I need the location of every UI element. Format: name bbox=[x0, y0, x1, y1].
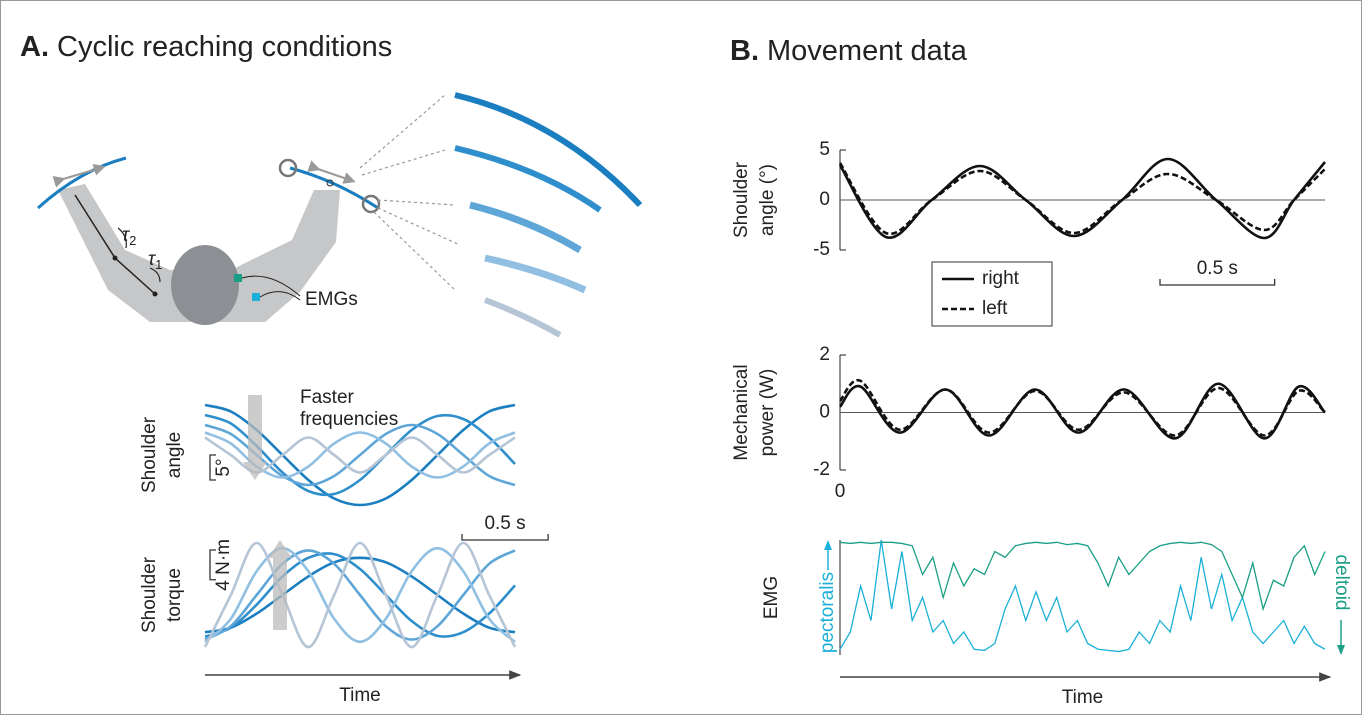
arrow-head bbox=[1337, 645, 1345, 655]
x-axis-label: Time bbox=[1062, 687, 1104, 708]
series-label: deltoid bbox=[1331, 555, 1352, 611]
x-tick-label: 0 bbox=[835, 481, 846, 502]
body-diagram: τ2 τ1 EMGs bbox=[36, 92, 643, 338]
frequency-arrow bbox=[268, 540, 292, 630]
scale-bar-label: 0.5 s bbox=[484, 513, 525, 534]
series-line bbox=[838, 378, 1326, 437]
series-line bbox=[204, 552, 516, 638]
sensor-label: EMGs bbox=[305, 289, 358, 310]
scale-bar-label: 5° bbox=[213, 458, 234, 476]
series-line bbox=[204, 546, 516, 644]
y-tick-label: -5 bbox=[813, 239, 830, 260]
y-axis-label: torque bbox=[164, 568, 185, 622]
y-tick-label: 2 bbox=[819, 344, 830, 365]
y-axis-label: power (W) bbox=[757, 369, 778, 457]
annotation: frequencies bbox=[300, 409, 398, 430]
tau-subscript: 2 bbox=[129, 233, 136, 248]
series-label: pectoralis bbox=[817, 572, 838, 653]
scale-bar bbox=[461, 534, 549, 541]
series-line bbox=[838, 162, 1326, 236]
y-axis-label: angle (°) bbox=[757, 164, 778, 236]
panel-name: Cyclic reaching conditions bbox=[57, 31, 392, 63]
scale-bar bbox=[1159, 279, 1276, 286]
tau-subscript: 1 bbox=[155, 257, 162, 272]
legend-box bbox=[931, 261, 1053, 327]
y-axis-label: Shoulder bbox=[139, 556, 160, 633]
y-axis-label: Shoulder bbox=[139, 416, 160, 493]
scale-bar bbox=[209, 549, 216, 581]
arrow-head bbox=[824, 540, 832, 550]
scale-bar bbox=[209, 454, 216, 481]
y-axis-label: angle bbox=[164, 432, 185, 479]
panel-title: A. Cyclic reaching conditions bbox=[20, 31, 392, 63]
series-line bbox=[839, 541, 1326, 612]
tau: τ bbox=[122, 225, 131, 246]
y-axis-label: EMG bbox=[761, 576, 782, 619]
panel-name: Movement data bbox=[767, 35, 968, 67]
x-axis-label: Time bbox=[339, 685, 381, 706]
series-line bbox=[203, 541, 517, 649]
legend-label: left bbox=[982, 298, 1008, 319]
tau: τ bbox=[148, 249, 157, 270]
frequency-arrow bbox=[243, 395, 267, 480]
y-axis-label: Mechanical bbox=[731, 364, 752, 460]
panel-label: B. bbox=[730, 35, 759, 67]
panel-label: A. bbox=[20, 31, 49, 63]
y-tick-label: 0 bbox=[819, 402, 830, 423]
torque-label: τ1 bbox=[148, 249, 162, 272]
torque-label: τ2 bbox=[122, 225, 136, 248]
y-tick-label: 5 bbox=[819, 139, 830, 160]
y-tick-label: -2 bbox=[813, 459, 830, 480]
series-line bbox=[204, 549, 516, 641]
annotation: Faster bbox=[300, 387, 355, 408]
panel-title: B. Movement data bbox=[730, 35, 968, 67]
series-line bbox=[204, 556, 516, 634]
y-tick-label: 0 bbox=[819, 189, 830, 210]
series-line bbox=[839, 539, 1326, 653]
legend-label: right bbox=[982, 268, 1020, 289]
series-line bbox=[838, 382, 1327, 440]
y-axis-label: Shoulder bbox=[731, 161, 752, 238]
scale-bar-label: 0.5 s bbox=[1197, 258, 1238, 279]
scale-bar-label: 4 N·m bbox=[213, 539, 234, 591]
